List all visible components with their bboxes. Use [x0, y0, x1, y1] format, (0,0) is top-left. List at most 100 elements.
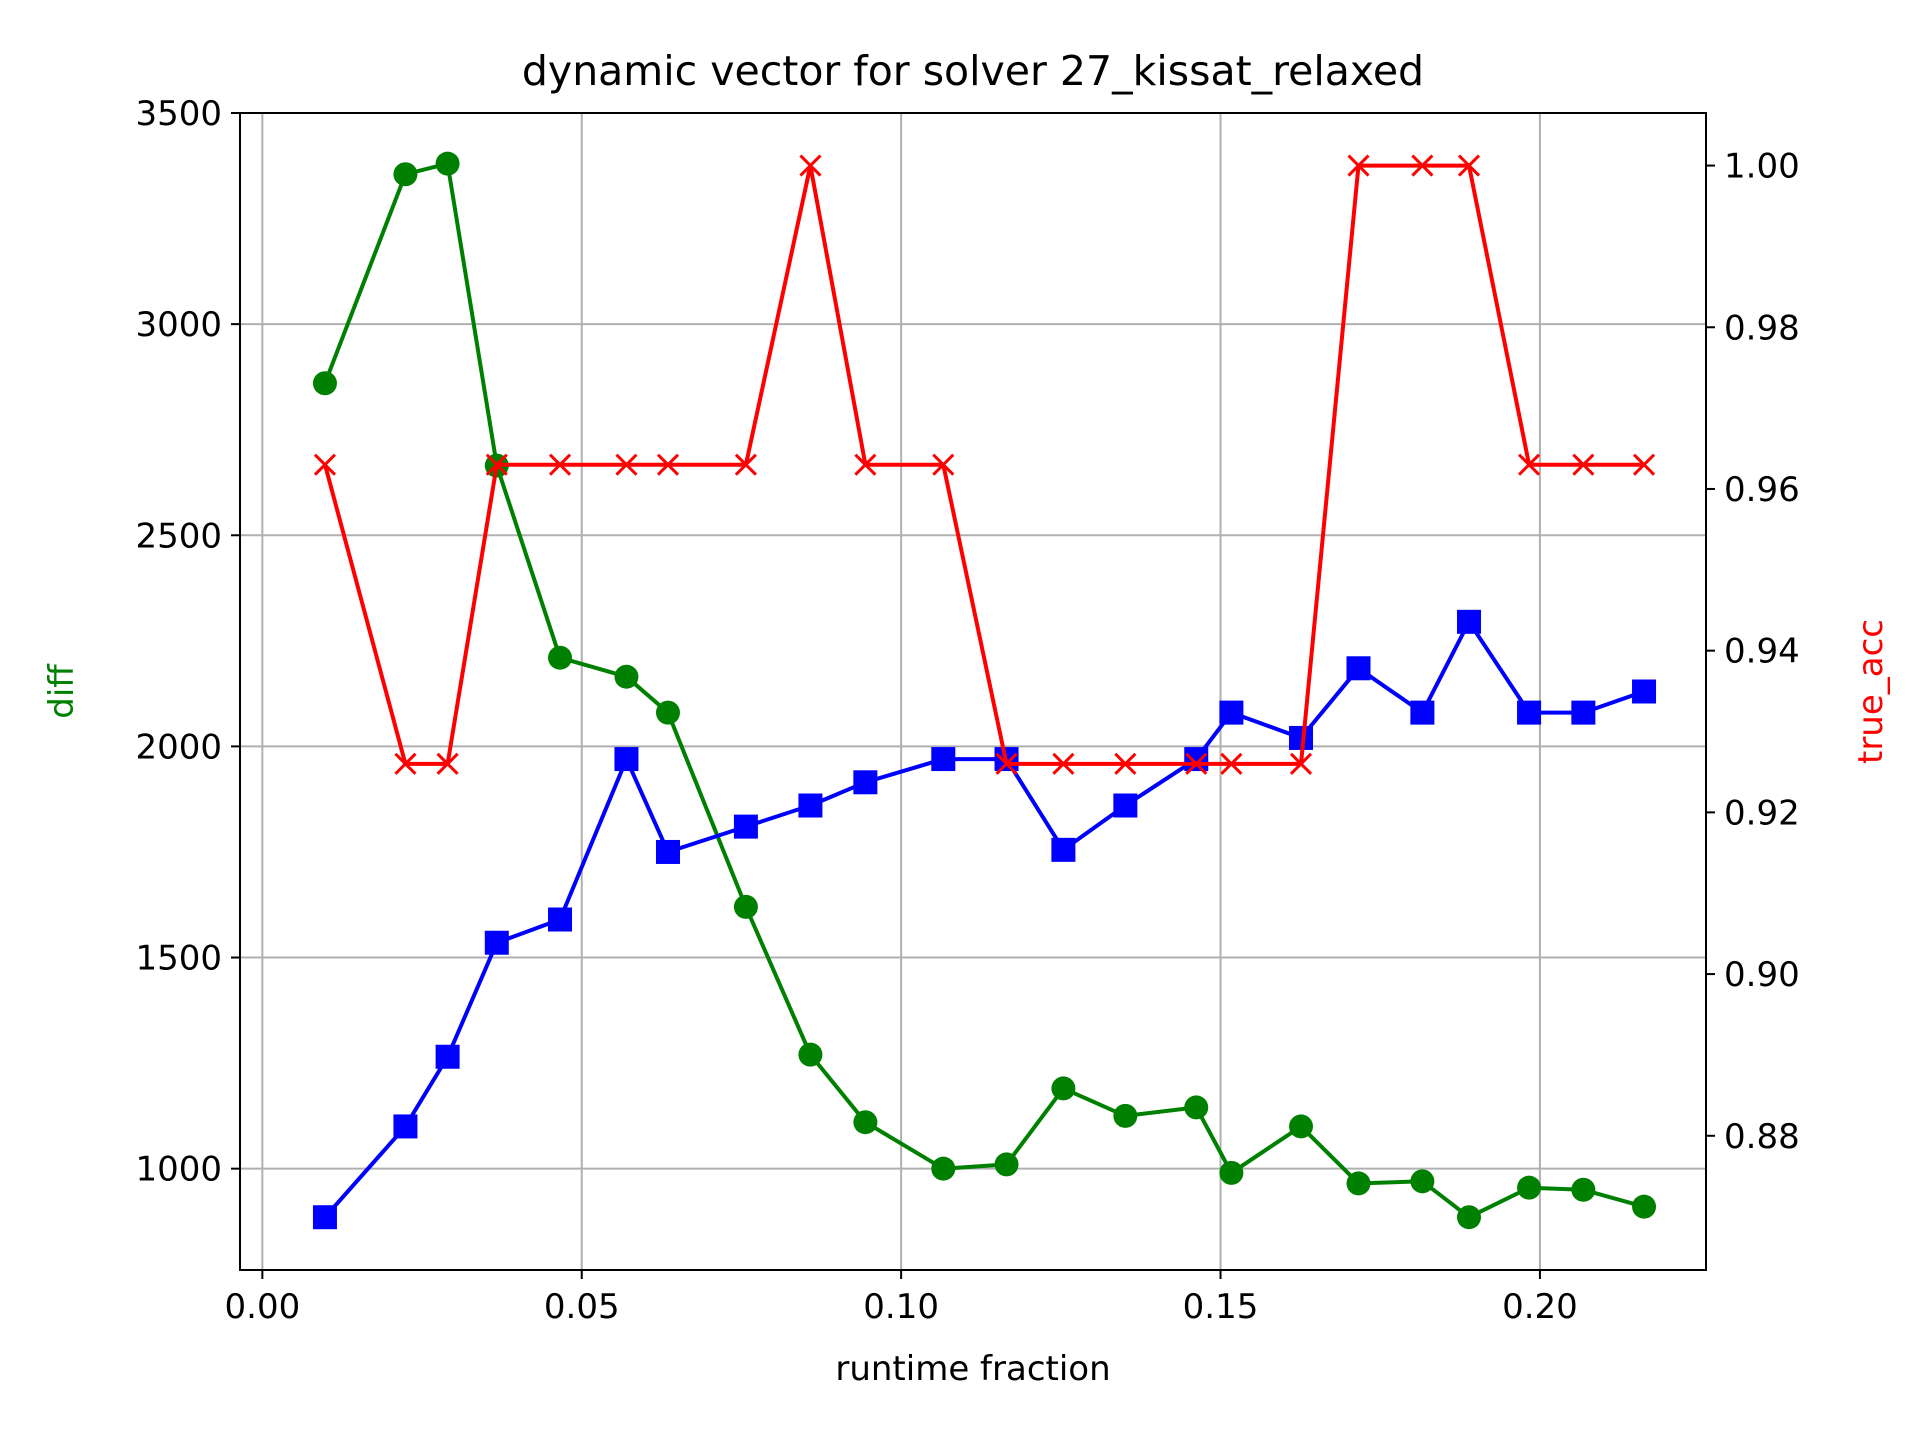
data-point — [1346, 656, 1371, 681]
data-point — [394, 752, 417, 775]
y-tick-label: 2500 — [135, 516, 222, 556]
x-tick-label: 0.00 — [225, 1287, 301, 1327]
data-point — [799, 154, 822, 177]
data-point — [854, 453, 877, 476]
data-point — [655, 700, 680, 725]
data-point — [1571, 1177, 1596, 1202]
y2-tick-label: 0.98 — [1724, 308, 1800, 348]
x-marker-stroke — [1185, 752, 1208, 775]
data-point — [1346, 1171, 1371, 1196]
data-point — [393, 1114, 418, 1139]
data-point — [1114, 752, 1137, 775]
data-point — [1184, 1095, 1209, 1120]
y2-tick-label: 0.94 — [1724, 632, 1800, 672]
data-point — [548, 453, 572, 476]
y-tick-label: 3500 — [135, 94, 222, 134]
y-tick-label: 1000 — [135, 1150, 222, 1190]
data-point — [931, 1156, 956, 1181]
data-point — [1185, 752, 1208, 775]
data-point — [1184, 747, 1209, 772]
data-point — [1289, 1114, 1314, 1139]
x-marker-stroke — [854, 453, 877, 476]
x-marker-stroke — [313, 453, 337, 476]
data-point — [1289, 752, 1313, 775]
x-tick-label: 0.15 — [1183, 1287, 1259, 1327]
data-point — [1517, 1175, 1542, 1200]
data-point — [1051, 837, 1076, 862]
y2-tick-label: 0.90 — [1724, 955, 1800, 995]
x-marker-stroke — [1411, 154, 1434, 177]
x-marker-stroke — [1052, 752, 1075, 775]
data-point — [655, 839, 680, 864]
data-point — [994, 1152, 1019, 1177]
series-layer — [312, 151, 1657, 1230]
y-tick-label: 2000 — [135, 727, 222, 767]
data-point — [1052, 752, 1075, 775]
data-point — [312, 1205, 337, 1230]
data-point — [313, 453, 337, 476]
y-axis-label: diff — [42, 663, 82, 719]
x-marker-stroke — [1289, 752, 1313, 775]
axis-layer: 0.00 0.05 0.10 0.15 0.20 1000 1500 2000 2500 3000… — [135, 94, 1799, 1327]
data-point — [312, 371, 337, 396]
data-point — [614, 664, 639, 689]
data-point — [1517, 453, 1541, 476]
data-point — [1410, 700, 1435, 725]
data-point — [853, 770, 878, 795]
y2-axis-label: true_acc — [1851, 619, 1891, 764]
data-point — [1632, 1194, 1657, 1219]
plot-frame — [239, 112, 1707, 1271]
data-point — [734, 453, 757, 476]
data-point — [932, 453, 955, 476]
data-point — [1632, 679, 1657, 704]
data-point — [1632, 453, 1656, 476]
data-point — [485, 453, 508, 476]
data-point — [1220, 752, 1243, 775]
y2-tick-label: 0.96 — [1724, 470, 1800, 510]
y2-tick-label: 0.88 — [1724, 1117, 1800, 1157]
data-point — [798, 793, 823, 818]
y2-tick-label: 1.00 — [1724, 147, 1800, 187]
data-point — [615, 453, 638, 476]
series-square-1 — [312, 609, 1657, 1230]
data-point — [931, 747, 956, 772]
data-point — [1113, 793, 1138, 818]
data-point — [853, 1110, 878, 1135]
y2-tick-label: 0.92 — [1724, 793, 1800, 833]
x-marker-stroke — [436, 752, 459, 775]
x-marker-stroke — [1517, 453, 1541, 476]
x-marker-stroke — [1347, 154, 1370, 177]
x-marker-stroke — [615, 453, 638, 476]
x-marker-stroke — [1220, 752, 1243, 775]
data-point — [548, 645, 573, 670]
data-point — [1411, 154, 1434, 177]
x-marker-stroke — [485, 453, 508, 476]
y-tick-label: 1500 — [135, 939, 222, 979]
data-point — [393, 162, 418, 187]
x-marker-stroke — [932, 453, 955, 476]
x-marker-stroke — [799, 154, 822, 177]
data-point — [1347, 154, 1370, 177]
data-point — [1219, 1160, 1244, 1185]
data-point — [995, 752, 1018, 775]
x-marker-stroke — [995, 752, 1018, 775]
data-point — [1457, 1205, 1482, 1230]
data-point — [733, 894, 758, 919]
data-point — [1571, 700, 1596, 725]
data-point — [435, 1044, 460, 1069]
data-point — [798, 1042, 823, 1067]
x-marker-stroke — [1457, 154, 1481, 177]
data-point — [1051, 1076, 1076, 1101]
data-point — [733, 814, 758, 839]
x-marker-stroke — [548, 453, 572, 476]
data-point — [436, 752, 459, 775]
x-marker-stroke — [1114, 752, 1137, 775]
data-point — [1219, 700, 1244, 725]
x-marker-stroke — [656, 453, 680, 476]
data-point — [656, 453, 680, 476]
x-axis-label: runtime fraction — [835, 1349, 1110, 1389]
x-marker-stroke — [394, 752, 417, 775]
series-x-2 — [313, 154, 1656, 775]
